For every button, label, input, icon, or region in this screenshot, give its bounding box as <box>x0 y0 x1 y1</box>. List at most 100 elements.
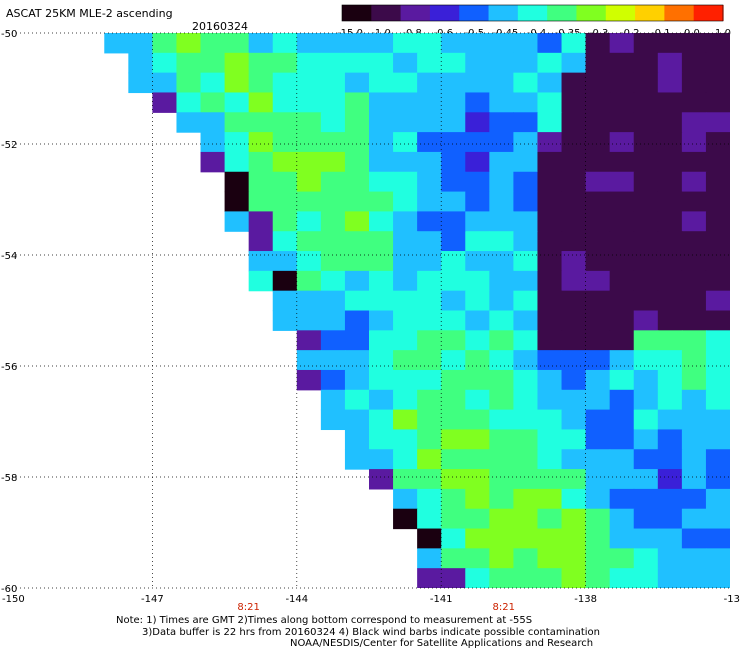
heatmap-cell <box>513 191 539 212</box>
heatmap-cell <box>705 508 730 530</box>
heatmap-cell <box>296 290 322 312</box>
colorbar-segment <box>605 5 636 21</box>
heatmap-cell <box>489 488 514 510</box>
heatmap-cell <box>441 112 466 133</box>
heatmap-cell <box>417 508 442 530</box>
heatmap-cell <box>537 52 563 74</box>
heatmap-cell <box>657 251 683 272</box>
heatmap-cell <box>441 568 466 588</box>
heatmap-cell <box>561 132 587 153</box>
heatmap-cell <box>585 171 611 193</box>
heatmap-cell <box>609 112 635 133</box>
y-tick-label: -52 <box>1 140 17 151</box>
heatmap-cell <box>393 270 418 292</box>
heatmap-cell <box>393 330 418 351</box>
heatmap-cell <box>393 469 418 490</box>
heatmap-cell <box>585 33 611 54</box>
heatmap-cell <box>152 72 178 94</box>
heatmap-cell <box>417 429 442 450</box>
heatmap-cell <box>681 449 707 470</box>
heatmap-cell <box>369 270 394 292</box>
heatmap-cell <box>320 389 346 411</box>
heatmap-cell <box>609 330 635 351</box>
heatmap-cell <box>513 528 539 549</box>
heatmap-cell <box>705 369 730 391</box>
heatmap-cell <box>344 33 370 54</box>
heatmap-cell <box>176 52 202 74</box>
heatmap-cell <box>705 251 730 272</box>
heatmap-cell <box>320 72 346 94</box>
heatmap-cell <box>465 270 490 292</box>
heatmap-cell <box>441 290 466 312</box>
heatmap-cell <box>513 548 539 569</box>
heatmap-cell <box>417 171 442 193</box>
heatmap-cell <box>681 231 707 252</box>
heatmap-cell <box>344 310 370 331</box>
heatmap-cell <box>441 151 466 173</box>
heatmap-cell <box>561 508 587 530</box>
heatmap-cell <box>705 568 730 588</box>
heatmap-cell <box>489 72 514 94</box>
heatmap-cell <box>200 92 226 113</box>
heatmap-cell <box>585 508 611 530</box>
heatmap-cell <box>465 449 490 470</box>
heatmap-cell <box>200 72 226 94</box>
heatmap-cell <box>561 191 587 212</box>
heatmap-cell <box>633 191 659 212</box>
heatmap-cell <box>465 290 490 312</box>
heatmap-cell <box>441 52 466 74</box>
heatmap-cell <box>633 290 659 312</box>
heatmap-cell <box>657 132 683 153</box>
heatmap-cell <box>344 191 370 212</box>
heatmap-cell <box>272 33 298 54</box>
heatmap-cell <box>344 72 370 94</box>
heatmap-cell <box>465 191 490 212</box>
heatmap-cell <box>657 528 683 549</box>
heatmap-cell <box>537 151 563 173</box>
heatmap-cell <box>489 171 514 193</box>
heatmap-cell <box>513 508 539 530</box>
time-label: 8:21 <box>237 602 259 613</box>
heatmap-cell <box>296 270 322 292</box>
heatmap-cell <box>320 350 346 371</box>
heatmap-cell <box>633 251 659 272</box>
heatmap-cell <box>561 389 587 411</box>
heatmap-cell <box>417 330 442 351</box>
heatmap-cell <box>681 528 707 549</box>
heatmap-cell <box>561 369 587 391</box>
colorbar <box>341 4 724 22</box>
heatmap-cell <box>585 488 611 510</box>
heatmap-cell <box>537 488 563 510</box>
heatmap-cell <box>417 350 442 371</box>
heatmap-cell <box>585 132 611 153</box>
heatmap-cell <box>248 211 274 232</box>
heatmap-cell <box>633 548 659 569</box>
heatmap-cell <box>681 310 707 331</box>
heatmap-cell <box>537 568 563 588</box>
heatmap-cell <box>537 92 563 113</box>
heatmap-cell <box>320 52 346 74</box>
note-line-3: NOAA/NESDIS/Center for Satellite Applica… <box>290 638 594 649</box>
heatmap-cell <box>561 211 587 232</box>
heatmap-cell <box>585 92 611 113</box>
heatmap-cell <box>537 310 563 331</box>
heatmap-cell <box>393 191 418 212</box>
heatmap-cell <box>344 290 370 312</box>
heatmap-cell <box>585 72 611 94</box>
heatmap-cells <box>104 33 730 588</box>
heatmap-cell <box>633 231 659 252</box>
heatmap-cell <box>585 409 611 431</box>
heatmap-cell <box>561 72 587 94</box>
heatmap-cell <box>224 171 250 193</box>
heatmap-cell <box>248 270 274 292</box>
heatmap-cell <box>248 251 274 272</box>
heatmap-cell <box>369 290 394 312</box>
grid-lines <box>8 32 730 589</box>
heatmap-cell <box>561 92 587 113</box>
heatmap-cell <box>657 211 683 232</box>
heatmap-cell <box>705 33 730 54</box>
heatmap-cell <box>465 548 490 569</box>
heatmap-cell <box>537 548 563 569</box>
heatmap-cell <box>224 151 250 173</box>
heatmap-cell <box>417 211 442 232</box>
